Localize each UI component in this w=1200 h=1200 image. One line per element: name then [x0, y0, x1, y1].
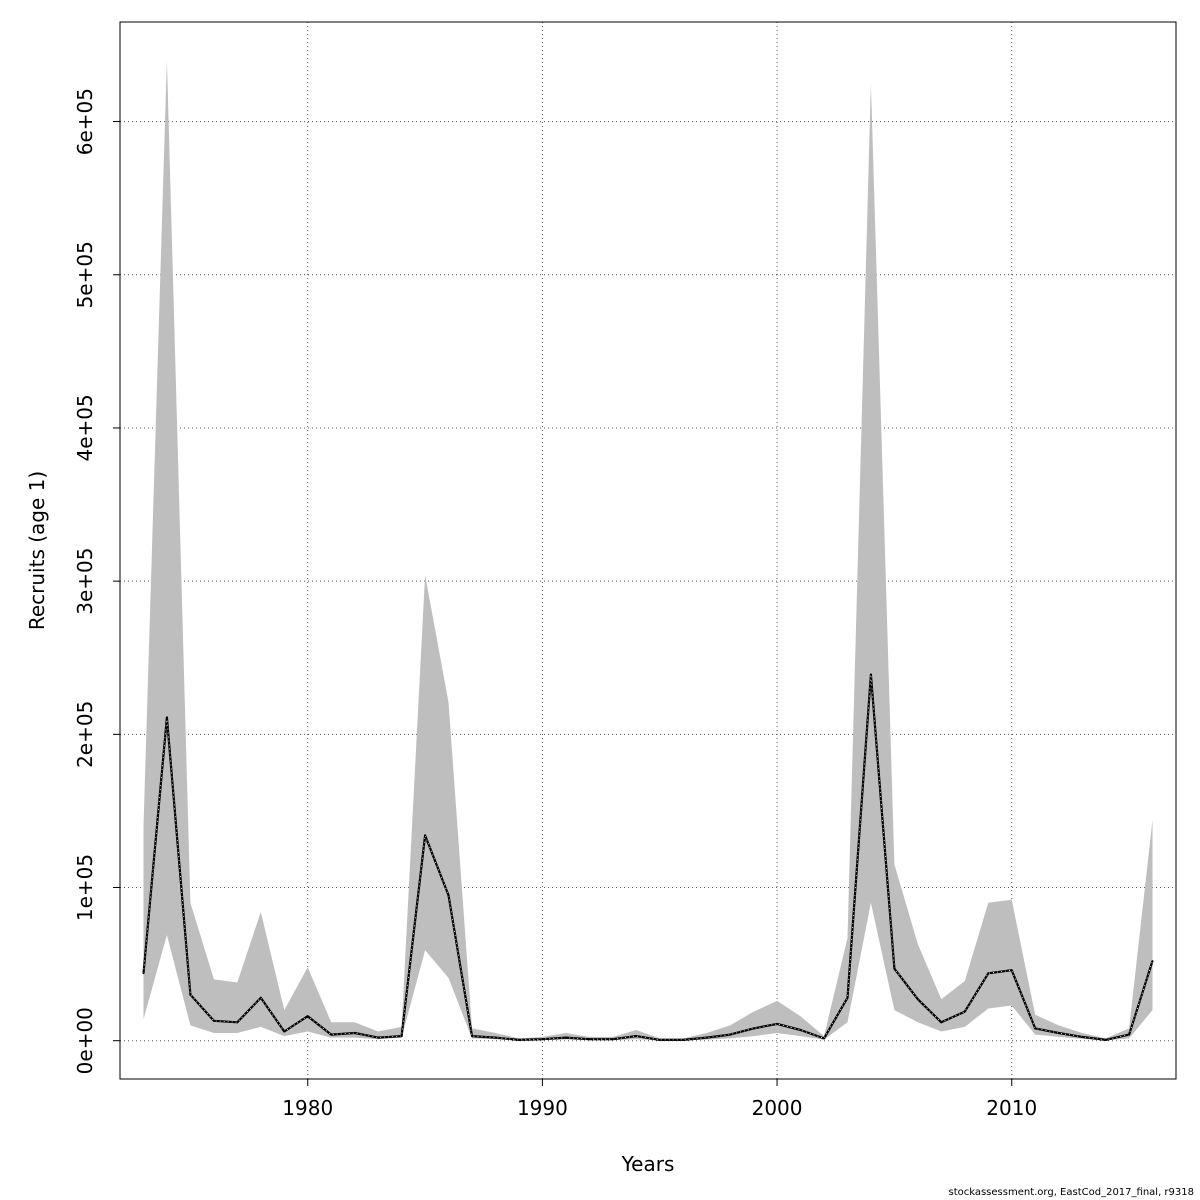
data-point	[870, 673, 872, 676]
data-point	[306, 1015, 309, 1018]
data-point	[564, 1036, 567, 1039]
data-point	[541, 1038, 544, 1041]
data-point	[846, 996, 849, 999]
data-point	[705, 1036, 708, 1039]
x-tick-label: 1980	[282, 1096, 333, 1120]
data-point	[447, 894, 450, 897]
data-point	[635, 1035, 638, 1038]
data-point	[1151, 960, 1154, 962]
data-point	[823, 1037, 825, 1040]
data-point	[189, 993, 192, 996]
data-point	[1081, 1035, 1084, 1038]
grid-lines	[120, 22, 1176, 1079]
y-axis: 0e+00 1e+05 2e+05 3e+05 4e+05 5e+05 6e+05	[73, 88, 120, 1074]
estimate-line	[142, 673, 1154, 1042]
y-tick-label: 2e+05	[73, 701, 97, 768]
data-point	[424, 834, 426, 837]
data-point	[1128, 1033, 1130, 1036]
data-point	[142, 972, 145, 975]
data-point	[212, 1019, 215, 1022]
data-point	[1010, 969, 1013, 972]
data-point	[963, 1010, 966, 1013]
x-axis-title: Years	[621, 1152, 675, 1176]
plot-frame	[119, 21, 1177, 1080]
data-point	[518, 1039, 520, 1041]
confidence-band-layer	[143, 60, 1153, 1041]
data-point	[400, 1035, 403, 1038]
x-axis: 1980 1990 2000 2010	[282, 1079, 1037, 1120]
data-point	[471, 1035, 473, 1038]
data-point	[752, 1027, 755, 1030]
data-point	[611, 1038, 614, 1041]
data-point	[283, 1030, 286, 1033]
data-point	[588, 1038, 591, 1041]
x-tick-label: 2010	[986, 1096, 1037, 1120]
data-point	[1057, 1032, 1060, 1034]
data-point	[166, 716, 168, 719]
y-axis-title: Recruits (age 1)	[25, 471, 49, 630]
data-point	[940, 1021, 943, 1024]
y-tick-label: 3e+05	[73, 547, 97, 614]
data-point	[377, 1036, 380, 1039]
x-tick-label: 1990	[517, 1096, 568, 1120]
x-tick-label: 2000	[752, 1096, 803, 1120]
data-point	[658, 1039, 661, 1041]
data-point	[729, 1033, 732, 1036]
data-point	[987, 972, 990, 975]
data-point	[494, 1036, 497, 1039]
y-tick-label: 0e+00	[73, 1007, 97, 1074]
y-tick-label: 6e+05	[73, 88, 97, 155]
data-point	[916, 998, 919, 1001]
data-point	[799, 1029, 802, 1031]
data-point	[259, 996, 262, 999]
data-point	[236, 1021, 239, 1024]
estimate-line-layer	[142, 673, 1154, 1042]
y-tick-label: 1e+05	[73, 854, 97, 921]
data-point	[893, 967, 896, 970]
confidence-band	[143, 60, 1153, 1041]
data-point	[1104, 1039, 1107, 1041]
data-point	[682, 1039, 685, 1041]
y-tick-label: 4e+05	[73, 394, 97, 461]
y-tick-label: 5e+05	[73, 241, 97, 308]
data-point	[330, 1033, 333, 1036]
data-point	[1034, 1027, 1037, 1030]
footer-credit: stockassessment.org, EastCod_2017_final,…	[948, 1187, 1194, 1198]
data-point	[353, 1032, 356, 1034]
data-point	[776, 1022, 778, 1025]
